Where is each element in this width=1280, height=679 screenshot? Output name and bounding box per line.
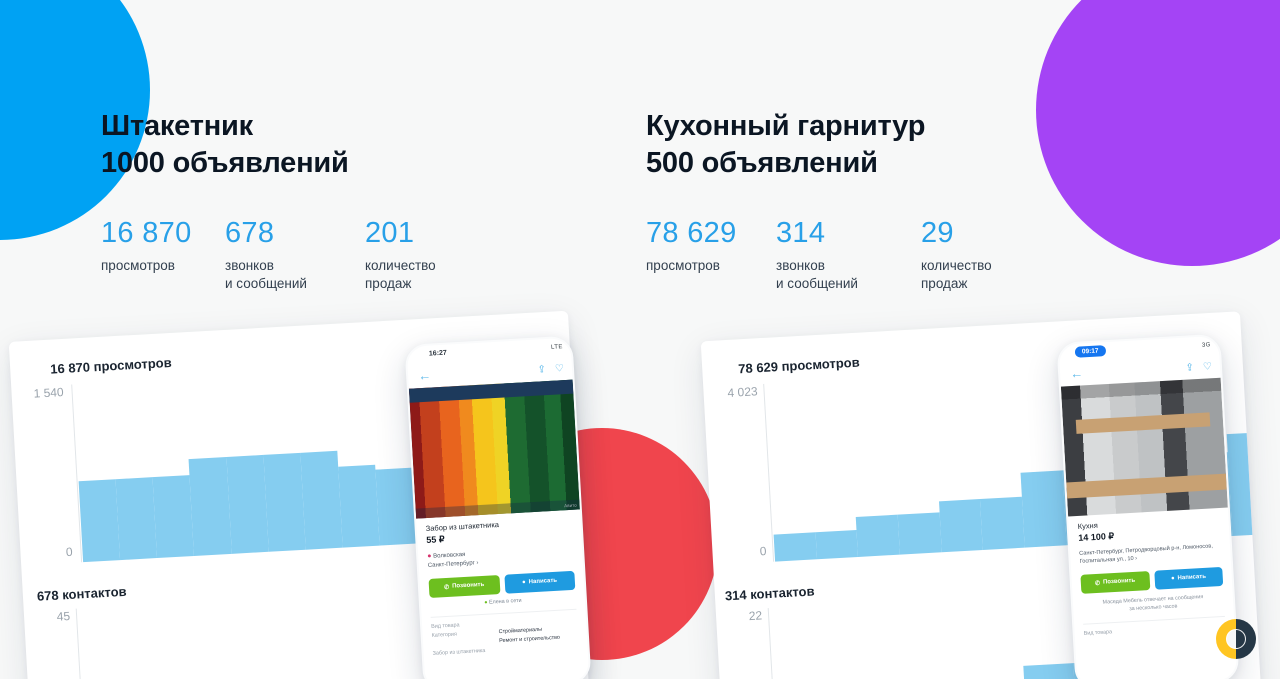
chat-icon: ● — [1170, 575, 1175, 583]
seller-online-status: ● Елена в сети — [430, 595, 576, 609]
metric-value: 201 — [365, 217, 415, 250]
call-label: Позвонить — [452, 582, 485, 590]
call-button[interactable]: ✆ Позвонить — [1080, 570, 1150, 594]
metric-label: звонков и сообщений — [776, 257, 858, 291]
metric-value: 314 — [776, 217, 826, 250]
metric-label: просмотров — [646, 257, 720, 273]
call-button[interactable]: ✆ Позвонить — [428, 574, 500, 598]
metric-value: 29 — [921, 217, 954, 250]
metric-sales: 201 количество продаж — [365, 218, 505, 293]
photo-watermark: Авито — [564, 502, 577, 509]
listing-body: Забор из штакетника 55 ₽ ● Волковская Са… — [416, 509, 588, 660]
bar — [115, 477, 158, 561]
status-signal: LTE — [550, 344, 563, 351]
status-signal: 3G — [1201, 342, 1211, 349]
bar — [1023, 662, 1079, 679]
listing-photo[interactable]: Авито — [408, 379, 580, 519]
metric-value: 78 629 — [646, 217, 737, 250]
message-button[interactable]: ● Написать — [503, 570, 576, 594]
seller-reply-note: Маседа Мебель отвечает на сообщения за н… — [1102, 593, 1204, 613]
bar — [188, 456, 232, 556]
metric-label: количество продаж — [921, 257, 992, 291]
metric-sales: 29 количество продаж — [921, 218, 1061, 293]
share-icon[interactable]: ⇪ — [1185, 362, 1195, 374]
message-button[interactable]: ● Написать — [1153, 566, 1224, 590]
metric-contacts: 314 звонков и сообщений — [776, 218, 921, 293]
phone-icon: ✆ — [1094, 580, 1101, 587]
axis-max-label: 1 540 — [33, 384, 64, 401]
status-time: 16:27 — [428, 349, 448, 358]
listing-address[interactable]: Санкт-Петербург, Петродворцовый р-н, Лом… — [1079, 543, 1214, 566]
panel-heading-right: Кухонный гарнитур 500 объявлений 78 629 … — [646, 108, 1116, 293]
online-text: Елена в сети — [488, 597, 522, 606]
share-icon[interactable]: ⇪ — [537, 364, 547, 376]
phone-actions: ⇪ ♡ — [537, 363, 565, 376]
metric-value: 16 870 — [101, 217, 192, 250]
bar — [897, 512, 942, 555]
bar — [980, 496, 1025, 550]
panel-heading-left: Штакетник 1000 объявлений 16 870 просмот… — [101, 108, 571, 293]
axis-zero-label: 0 — [759, 544, 767, 559]
phone-actions: ⇪ ♡ — [1185, 361, 1213, 374]
metric-label: звонков и сообщений — [225, 257, 307, 291]
phone-mockup-right: 09:17 3G ← ⇪ ♡ Кухня 14 100 ₽ Санкт-Пете… — [1056, 333, 1240, 679]
heart-icon[interactable]: ♡ — [554, 363, 565, 375]
bar — [226, 454, 269, 554]
chart-title: 678 контактов — [36, 583, 127, 604]
axis-zero-label: 0 — [65, 544, 73, 560]
brand-logo-icon — [1216, 619, 1256, 659]
page-title-right: Кухонный гарнитур 500 объявлений — [646, 110, 926, 180]
listing-actions: ✆ Позвонить ● Написать — [428, 570, 576, 598]
bar — [938, 499, 984, 553]
bar — [300, 450, 343, 550]
bar — [152, 475, 195, 559]
metric-label: просмотров — [101, 257, 175, 273]
listing-actions: ✆ Позвонить ● Написать — [1080, 566, 1224, 594]
call-label: Позвонить — [1102, 578, 1136, 586]
phone-mockup-left: 16:27 LTE ← ⇪ ♡ Авито Забор из штакетник… — [404, 335, 592, 679]
chart-title: 314 контактов — [724, 583, 815, 604]
metrics-row-right: 78 629 просмотров 314 звонков и сообщени… — [646, 218, 1116, 293]
bar — [375, 467, 417, 546]
chart-title: 78 629 просмотров — [737, 354, 860, 377]
bar — [815, 529, 859, 560]
bar — [1227, 432, 1264, 537]
bar — [856, 514, 900, 557]
bar — [78, 479, 121, 563]
spec-row: Вид товара — [1083, 622, 1225, 639]
axis-max-label: 22 — [748, 608, 763, 624]
write-label: Написать — [528, 578, 558, 586]
metrics-row-left: 16 870 просмотров 678 звонков и сообщени… — [101, 218, 571, 293]
bar — [1020, 470, 1067, 548]
metric-label: количество продаж — [365, 257, 436, 291]
axis-max-label: 45 — [56, 608, 71, 624]
metric-contacts: 678 звонков и сообщений — [225, 218, 365, 293]
write-label: Написать — [1177, 574, 1207, 582]
listing-specs: Вид товара — [1083, 615, 1226, 639]
metro-dot-icon: ● — [427, 552, 432, 561]
status-time: 09:17 — [1074, 345, 1106, 358]
metro-name: Волковская — [433, 551, 466, 560]
chart-title: 16 870 просмотров — [49, 354, 172, 377]
spec-key: Вид товара — [1083, 629, 1113, 637]
listing-specs: Вид товара Категория Стройматериалы Ремо… — [430, 608, 579, 660]
phone-icon: ✆ — [444, 584, 450, 591]
back-arrow-icon[interactable]: ← — [417, 367, 432, 384]
metric-views: 78 629 просмотров — [646, 218, 776, 293]
back-arrow-icon[interactable]: ← — [1069, 365, 1084, 382]
bar — [773, 531, 817, 562]
page-title-left: Штакетник 1000 объявлений — [101, 110, 349, 180]
metric-views: 16 870 просмотров — [101, 218, 225, 293]
online-dot-icon: ● — [484, 599, 488, 606]
bar — [263, 452, 306, 552]
bar — [338, 464, 380, 548]
metric-value: 678 — [225, 217, 275, 250]
axis-max-label: 4 023 — [727, 384, 758, 400]
listing-body: Кухня 14 100 ₽ Санкт-Петербург, Петродво… — [1068, 508, 1235, 640]
chat-icon: ● — [521, 579, 526, 587]
listing-photo[interactable] — [1060, 377, 1228, 517]
heart-icon[interactable]: ♡ — [1202, 361, 1213, 373]
